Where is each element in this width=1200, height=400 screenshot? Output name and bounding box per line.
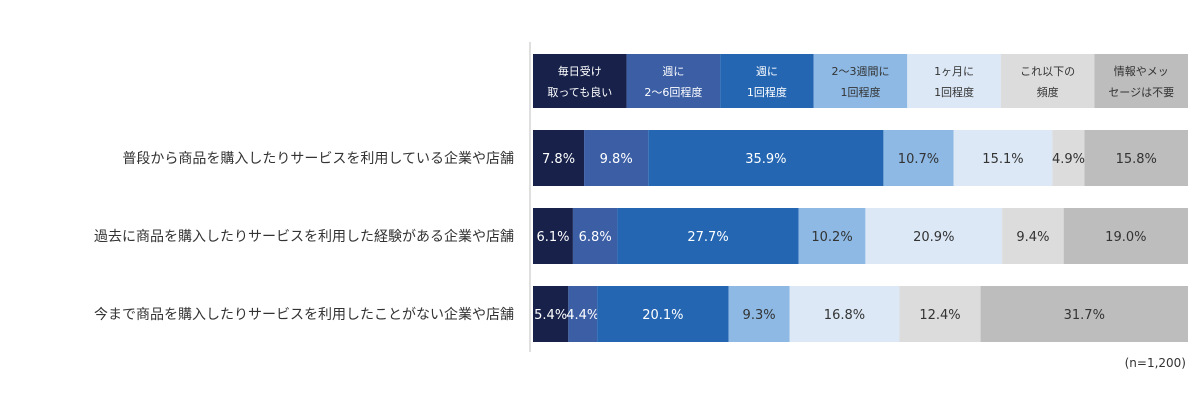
data-label-r2-s3: 27.7% [687, 230, 728, 245]
legend-swatch-3 [720, 54, 814, 108]
legend-label-4: 2～3週間に 1回程度 [832, 65, 890, 99]
data-label-r1-s3: 35.9% [745, 152, 786, 167]
data-label-r1-s6: 4.9% [1052, 152, 1085, 167]
bar-segment-r1-s1 [533, 130, 585, 186]
data-label-r3-s5: 16.8% [824, 308, 865, 323]
data-label-r3-s4: 9.3% [743, 308, 776, 323]
legend-label-5: 1ヶ月に 1回程度 [934, 65, 974, 99]
data-label-r2-s2: 6.8% [579, 230, 612, 245]
legend-swatch-5 [907, 54, 1001, 108]
data-label-r2-s1: 6.1% [536, 230, 569, 245]
data-label-r1-s4: 10.7% [898, 152, 939, 167]
bar-segment-r2-s7 [1063, 208, 1188, 264]
bar-segment-r2-s6 [1002, 208, 1064, 264]
bar-segment-r2-s2 [572, 208, 618, 264]
bar-segment-r1-s3 [648, 130, 884, 186]
data-label-r1-s7: 15.8% [1116, 152, 1157, 167]
bar-segment-r3-s5 [789, 286, 900, 342]
bar-segment-r3-s6 [899, 286, 981, 342]
bar-segment-r3-s2 [568, 286, 598, 342]
data-label-r3-s7: 31.7% [1064, 308, 1105, 323]
legend-swatch-7 [1094, 54, 1188, 108]
bar-segment-r3-s7 [980, 286, 1188, 342]
data-label-r1-s2: 9.8% [600, 152, 633, 167]
legend-label-2: 週に 2～6回程度 [644, 65, 702, 99]
bar-segment-r2-s5 [865, 208, 1003, 264]
bar-segment-r1-s4 [883, 130, 954, 186]
bar-segment-r1-s6 [1052, 130, 1085, 186]
bar-segment-r2-s3 [617, 208, 799, 264]
data-label-r1-s5: 15.1% [982, 152, 1023, 167]
data-label-r2-s4: 10.2% [811, 230, 852, 245]
bar-segment-r3-s4 [728, 286, 790, 342]
bar-segment-r1-s2 [584, 130, 649, 186]
bar-segment-r2-s1 [533, 208, 573, 264]
bar-segment-r2-s4 [798, 208, 866, 264]
legend-label-6: これ以下の頻度 [1020, 65, 1075, 99]
data-label-r2-s6: 9.4% [1016, 230, 1049, 245]
sample-size-note: (n=1,200) [1124, 356, 1186, 370]
data-label-r3-s6: 12.4% [919, 308, 960, 323]
category-label-2: 過去に商品を購入したりサービスを利用した経験がある企業や店舗 [94, 228, 514, 245]
category-label-3: 今まで商品を購入したりサービスを利用したことがない企業や店舗 [94, 306, 514, 323]
bar-segment-r3-s3 [597, 286, 729, 342]
data-label-r2-s7: 19.0% [1105, 230, 1146, 245]
data-label-r3-s1: 5.4% [534, 308, 567, 323]
legend-swatch-4 [813, 54, 908, 108]
legend-label-7: 情報やメッセージは不要 [1108, 65, 1174, 99]
bar-segment-r1-s7 [1084, 130, 1188, 186]
legend-swatch-2 [626, 54, 721, 108]
data-label-r1-s1: 7.8% [542, 152, 575, 167]
legend-swatch-6 [1000, 54, 1095, 108]
data-label-r3-s2: 4.4% [566, 308, 599, 323]
bar-segment-r3-s1 [533, 286, 569, 342]
legend-label-3: 週に 1回程度 [747, 65, 787, 99]
category-label-1: 普段から商品を購入したりサービスを利用している企業や店舗 [122, 150, 514, 167]
legend-label-1: 毎日受け取っても良い [547, 65, 612, 99]
bar-segment-r1-s5 [953, 130, 1053, 186]
data-label-r3-s3: 20.1% [642, 308, 683, 323]
legend-swatch-1 [533, 54, 627, 108]
data-label-r2-s5: 20.9% [913, 230, 954, 245]
